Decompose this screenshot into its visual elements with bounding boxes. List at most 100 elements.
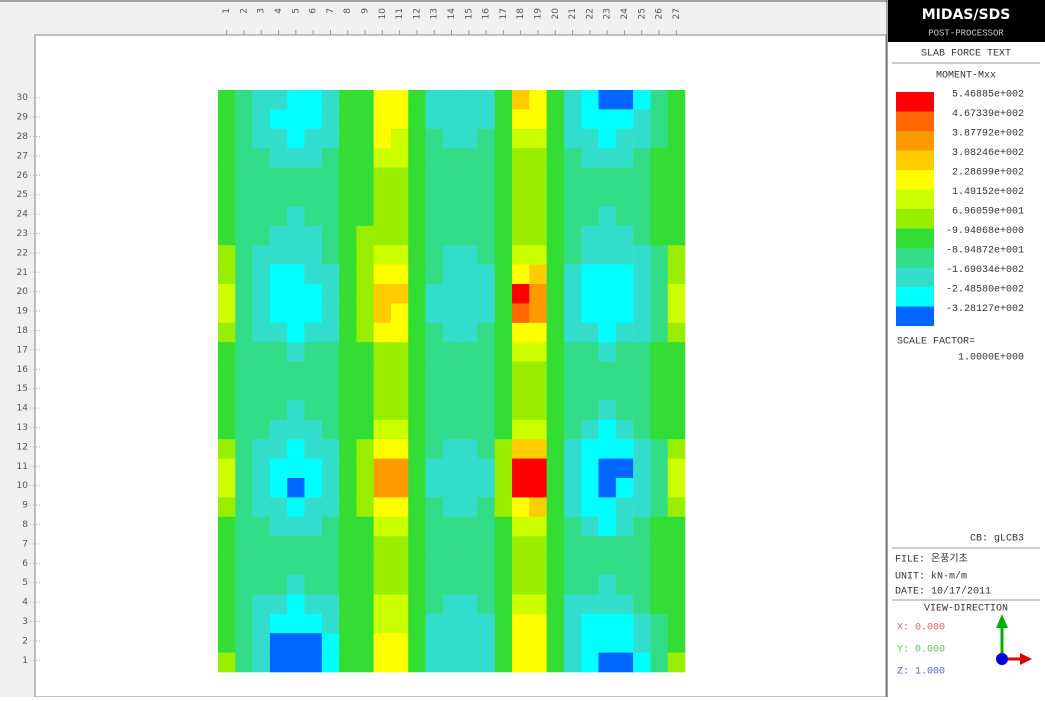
contour-cell <box>563 633 582 653</box>
contour-cell <box>546 419 565 440</box>
contour-cell <box>477 536 496 556</box>
contour-cell <box>529 109 547 130</box>
row-label: 23 <box>17 229 28 239</box>
contour-cell <box>390 497 409 518</box>
column-label: 16 <box>482 8 492 20</box>
contour-cell <box>512 516 530 537</box>
contour-cell <box>667 342 686 362</box>
contour-cell <box>563 206 582 227</box>
contour-cell <box>563 361 582 382</box>
contour-cell <box>373 303 392 324</box>
contour-cell <box>252 419 271 440</box>
contour-cell <box>546 322 565 343</box>
contour-cell <box>598 419 617 440</box>
contour-cell <box>321 225 340 246</box>
contour-cell <box>494 652 513 673</box>
contour-cell <box>321 128 340 149</box>
contour-cell <box>425 458 444 479</box>
contour-cell <box>218 245 236 265</box>
contour-cell <box>460 478 478 498</box>
contour-cell <box>512 342 530 362</box>
row-label: 1 <box>22 656 28 666</box>
contour-cell <box>321 187 340 207</box>
contour-cell <box>373 458 392 479</box>
contour-cell <box>598 594 617 615</box>
contour-cell <box>390 109 409 130</box>
contour-cell <box>563 536 582 556</box>
contour-cell <box>650 167 669 188</box>
contour-cell <box>408 361 426 382</box>
contour-cell <box>512 536 530 556</box>
contour-cell <box>356 458 374 479</box>
contour-cell <box>252 128 271 149</box>
contour-cell <box>581 206 599 227</box>
contour-cell <box>581 652 599 673</box>
contour-cell <box>339 245 357 265</box>
row-label: 13 <box>17 423 28 433</box>
contour-cell <box>512 458 530 479</box>
contour-cell <box>373 322 392 343</box>
contour-cell <box>304 361 323 382</box>
column-label: 22 <box>585 8 595 19</box>
contour-cell <box>615 245 634 265</box>
contour-cell <box>563 555 582 576</box>
contour-cell <box>598 264 617 285</box>
contour-cell <box>460 264 478 285</box>
contour-cell <box>425 109 444 130</box>
contour-cell <box>304 148 323 168</box>
contour-cell <box>321 536 340 556</box>
contour-cell <box>460 284 478 304</box>
contour-cell <box>667 516 686 537</box>
contour-cell <box>667 594 686 615</box>
contour-cell <box>667 400 686 421</box>
contour-cell <box>218 613 236 634</box>
contour-cell <box>667 245 686 265</box>
contour-cell <box>339 187 357 207</box>
contour-cell <box>512 633 530 653</box>
contour-cell <box>563 148 582 168</box>
contour-cell <box>356 264 374 285</box>
contour-cell <box>650 478 669 498</box>
contour-cell <box>425 439 444 459</box>
contour-cell <box>321 264 340 285</box>
contour-cell <box>373 148 392 168</box>
contour-cell <box>529 303 547 324</box>
column-label: 11 <box>395 8 405 19</box>
contour-cell <box>269 594 288 615</box>
contour-cell <box>650 652 669 673</box>
row-label: 21 <box>17 268 28 278</box>
contour-cell <box>373 575 392 595</box>
contour-cell <box>321 206 340 227</box>
contour-cell <box>339 439 357 459</box>
contour-cell <box>598 652 617 673</box>
contour-cell <box>650 497 669 518</box>
contour-cell <box>581 458 599 479</box>
contour-cell <box>356 497 374 518</box>
column-label: 3 <box>257 8 267 14</box>
contour-cell <box>252 225 271 246</box>
contour-cell <box>373 652 392 673</box>
contour-cell <box>581 225 599 246</box>
contour-cell <box>373 206 392 227</box>
contour-cell <box>529 187 547 207</box>
contour-cell <box>442 458 461 479</box>
contour-cell <box>494 575 513 595</box>
contour-cell <box>598 575 617 595</box>
contour-cell <box>356 303 374 324</box>
contour-cell <box>218 361 236 382</box>
contour-cell <box>339 652 357 673</box>
contour-cell <box>581 90 599 110</box>
contour-cell <box>287 90 305 110</box>
contour-cell <box>304 167 323 188</box>
row-label: 19 <box>17 307 29 317</box>
contour-cell <box>598 148 617 168</box>
contour-cell <box>218 90 236 110</box>
row-label: 26 <box>17 171 29 181</box>
contour-cell <box>581 516 599 537</box>
contour-cell <box>252 167 271 188</box>
contour-cell <box>563 458 582 479</box>
column-label: 26 <box>655 8 665 20</box>
contour-cell <box>287 652 305 673</box>
